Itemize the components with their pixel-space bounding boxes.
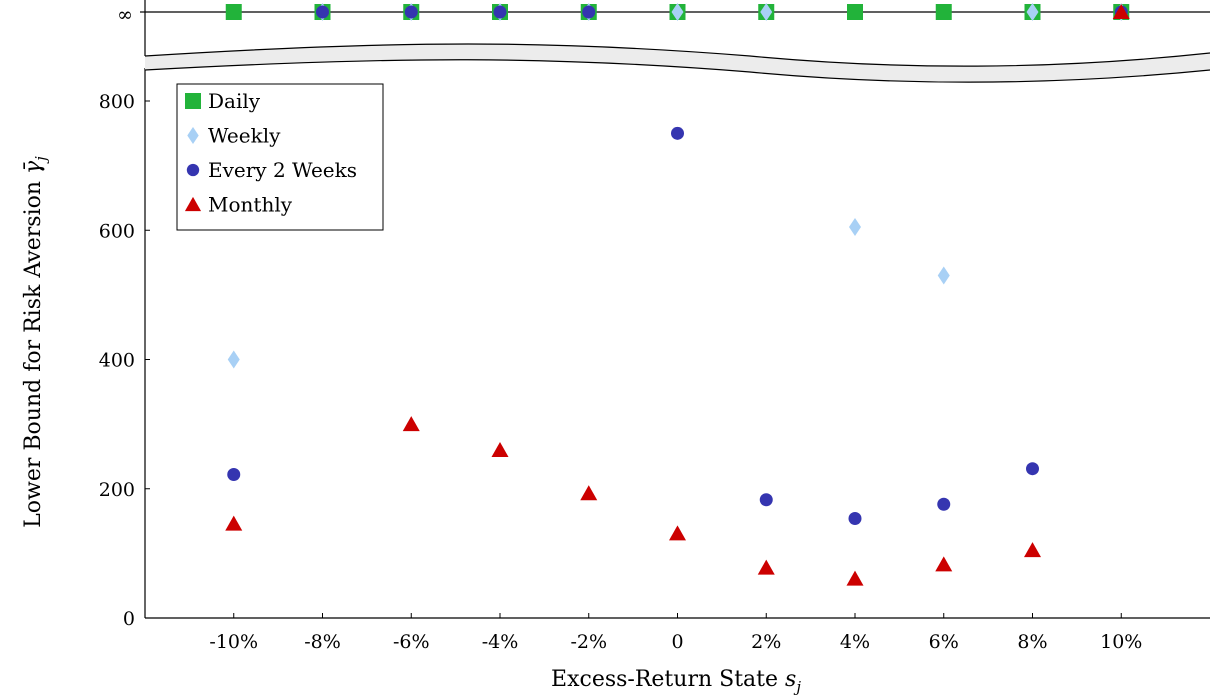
every-2-weeks-point (848, 511, 862, 525)
legend-label-monthly: Monthly (208, 193, 293, 217)
every-2-weeks-point (937, 497, 951, 511)
data-marks (225, 3, 1130, 586)
x-tick-label: 2% (751, 631, 781, 653)
every-2-weeks-point (404, 5, 418, 19)
legend-label-weekly: Weekly (208, 124, 281, 148)
daily-point (935, 4, 952, 20)
every-2-weeks-point (493, 5, 507, 19)
y-tick-label: 800 (99, 91, 135, 113)
weekly-point (937, 266, 950, 285)
legend-marker-weekly (187, 126, 199, 145)
axis-break-edge-top (144, 43, 1210, 67)
x-tick-label: 10% (1100, 631, 1142, 653)
y-tick-label: 200 (99, 479, 135, 501)
every-2-weeks-point (671, 126, 684, 140)
daily-point (847, 4, 863, 20)
axis-break-edge-bottom (144, 59, 1210, 83)
legend-marker-every-2-weeks (186, 163, 200, 177)
x-tick-label: 6% (929, 631, 959, 653)
y-tick-label: 400 (99, 350, 135, 372)
x-tick-label: -2% (570, 631, 607, 653)
weekly-point (760, 3, 773, 21)
legend: Daily Weekly Every 2 Weeks Monthly (176, 83, 384, 231)
monthly-point (669, 525, 686, 541)
weekly-point (849, 218, 861, 237)
x-axis-title: Excess-Return State sj (551, 667, 801, 696)
x-tick-label: -4% (482, 631, 519, 653)
weekly-point (671, 3, 684, 21)
monthly-point (757, 559, 775, 575)
monthly-point (225, 515, 243, 531)
legend-label-daily: Daily (208, 89, 261, 113)
legend-label-every-2-weeks: Every 2 Weeks (208, 158, 357, 182)
weekly-point (1026, 3, 1039, 21)
x-tick-label: 0 (671, 631, 683, 653)
monthly-point (491, 441, 509, 457)
monthly-point (1024, 542, 1041, 558)
every-2-weeks-point (759, 493, 773, 507)
monthly-point (935, 556, 953, 572)
x-tick-label: -10% (209, 631, 258, 653)
axes: ∞ 0 200 400 600 800 -10% -8% -6% -4% -2% 0 2% 4% 6% 8% 1… (99, 0, 1210, 653)
axis-break-band (145, 44, 1210, 83)
monthly-point (580, 485, 598, 501)
weekly-point (227, 350, 240, 369)
monthly-point (402, 416, 420, 432)
legend-marker-daily (185, 93, 201, 109)
daily-point (225, 4, 242, 20)
y-axis-title: Lower Bound for Risk Aversion γ̄j (21, 156, 50, 528)
x-tick-label: 4% (840, 631, 870, 653)
monthly-point (846, 570, 864, 586)
every-2-weeks-point (316, 5, 329, 19)
x-tick-label: -6% (393, 631, 430, 653)
every-2-weeks-point (227, 468, 241, 482)
y-tick-label: 600 (99, 220, 135, 242)
legend-box (176, 83, 384, 231)
x-tick-label: 8% (1017, 631, 1047, 653)
y-tick-label-infinity: ∞ (117, 4, 133, 26)
every-2-weeks-point (582, 5, 596, 19)
monthly-point (1112, 4, 1130, 19)
y-tick-label: 0 (123, 608, 135, 630)
x-tick-label: -8% (304, 631, 341, 653)
legend-marker-monthly (184, 196, 202, 212)
every-2-weeks-point (1026, 462, 1039, 476)
